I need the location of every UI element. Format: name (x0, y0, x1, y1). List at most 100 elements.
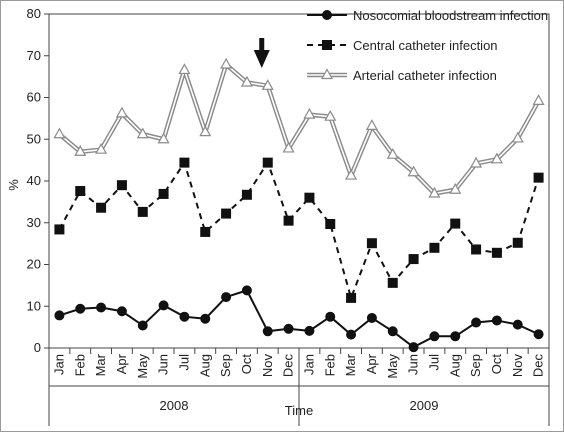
data-point-bloodstream (512, 319, 523, 330)
data-point-bloodstream (408, 342, 419, 353)
data-point-arterial (178, 63, 191, 75)
data-point-bloodstream (179, 311, 190, 322)
series-line-inner-arterial (58, 63, 540, 195)
data-point-arterial (115, 106, 128, 118)
x-tick-label: Aug (447, 354, 462, 377)
x-axis-title: Time (285, 403, 313, 418)
data-point-central (471, 244, 482, 255)
data-point-bloodstream (450, 331, 461, 342)
data-point-bloodstream (116, 306, 127, 317)
year-label: 2009 (410, 398, 439, 413)
data-point-bloodstream (137, 320, 148, 331)
y-tick-label: 0 (34, 340, 41, 355)
data-point-arterial (511, 131, 524, 143)
x-tick-label: Jun (156, 354, 171, 375)
data-point-central (54, 224, 65, 235)
y-tick-label: 20 (27, 257, 41, 272)
legend-item-bloodstream: Nosocomial bloodstream infection (307, 8, 548, 23)
data-point-arterial (428, 186, 441, 198)
data-point-central (325, 219, 336, 230)
x-tick-label: Mar (93, 353, 108, 376)
data-point-bloodstream (200, 313, 211, 324)
data-point-bloodstream (54, 310, 65, 321)
data-point-central (346, 292, 357, 303)
data-point-bloodstream (325, 311, 336, 322)
data-point-arterial (449, 183, 462, 194)
legend-item-central: Central catheter infection (307, 38, 498, 53)
data-point-central (512, 237, 523, 248)
data-point-arterial (470, 156, 483, 168)
data-point-bloodstream (221, 292, 232, 303)
x-tick-label: Apr (114, 353, 129, 374)
data-point-central (533, 172, 544, 183)
data-point-central (221, 208, 232, 219)
data-point-bloodstream (471, 317, 482, 328)
x-tick-label: Jul (426, 354, 441, 371)
legend-swatch-marker (322, 40, 332, 50)
data-point-arterial (490, 152, 503, 164)
data-point-bloodstream (429, 331, 440, 342)
axes: 0 10 20 30 40 50 60 70 80% Jan Feb Mar Apr May Jun Jul A… (6, 6, 550, 426)
legend-label: Central catheter infection (353, 38, 498, 53)
y-tick-label: 70 (27, 48, 41, 63)
legend-swatch-marker (320, 68, 334, 80)
data-point-central (137, 206, 148, 217)
x-tick-label: Jul (176, 354, 191, 371)
data-point-bloodstream (346, 329, 357, 340)
data-point-arterial (95, 142, 108, 154)
series-line-bloodstream (59, 289, 540, 349)
x-tick-label: Dec (281, 354, 296, 378)
x-tick-label: Jun (406, 354, 421, 375)
data-point-central (387, 277, 398, 288)
data-point-central (429, 242, 440, 253)
x-tick-label: May (135, 354, 150, 379)
data-point-arterial (74, 145, 87, 156)
y-tick-label: 50 (27, 131, 41, 146)
series-arterial (53, 57, 545, 198)
series-central (54, 157, 544, 303)
x-tick-label: Aug (197, 354, 212, 377)
y-tick-label: 30 (27, 215, 41, 230)
data-point-arterial (136, 127, 149, 139)
data-point-bloodstream (533, 329, 544, 340)
data-point-central (179, 157, 190, 168)
legend-item-arterial: Arterial catheter infection (307, 68, 497, 83)
legend-swatch-marker (322, 10, 332, 20)
x-tick-label: Nov (510, 354, 525, 378)
data-point-central (491, 247, 502, 258)
data-point-central (262, 157, 273, 168)
y-tick-label: 80 (27, 6, 41, 21)
data-point-bloodstream (158, 300, 169, 311)
data-point-arterial (532, 94, 545, 105)
legend-label: Nosocomial bloodstream infection (353, 8, 548, 23)
data-point-central (116, 180, 127, 191)
year-label: 2008 (160, 398, 189, 413)
x-tick-label: Jan (51, 354, 66, 375)
data-point-arterial (345, 168, 358, 180)
series-bloodstream (54, 285, 544, 353)
down-arrow-head (253, 50, 270, 68)
series-lines (53, 57, 545, 353)
x-tick-label: Jan (301, 354, 316, 375)
data-point-arterial (407, 165, 420, 177)
data-point-central (96, 202, 107, 213)
data-point-arterial (240, 75, 253, 87)
data-point-central (450, 218, 461, 229)
x-tick-label: May (385, 354, 400, 379)
data-point-central (283, 215, 294, 226)
data-point-arterial (324, 109, 337, 121)
x-tick-label: Sep (218, 354, 233, 377)
y-tick-label: 60 (27, 90, 41, 105)
data-point-arterial (303, 107, 316, 119)
data-point-central (241, 189, 252, 200)
data-point-central (304, 192, 315, 203)
data-point-central (408, 254, 419, 265)
data-point-bloodstream (387, 326, 398, 337)
data-point-arterial (157, 132, 170, 144)
data-point-bloodstream (491, 315, 502, 326)
data-point-bloodstream (366, 312, 377, 323)
x-tick-label: Mar (343, 353, 358, 376)
series-line-central (58, 161, 540, 299)
